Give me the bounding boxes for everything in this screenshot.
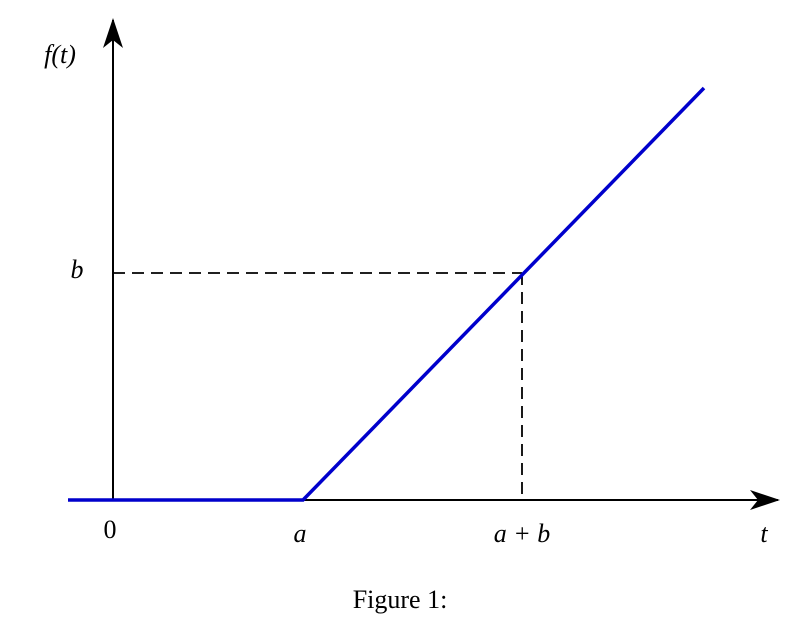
x-label: a (294, 519, 307, 548)
x-label: a + b (494, 519, 551, 548)
y-label: b (71, 255, 84, 284)
x-axis-label: t (760, 519, 768, 548)
x-label: 0 (104, 515, 117, 544)
y-axis-label: f(t) (44, 40, 76, 69)
caption: Figure 1: (353, 585, 448, 614)
function-curve (68, 86, 706, 502)
